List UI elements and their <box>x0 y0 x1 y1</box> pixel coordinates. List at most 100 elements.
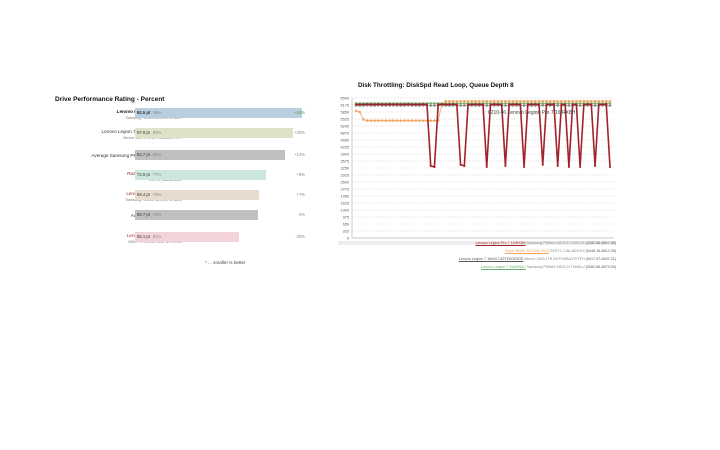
data-point <box>373 103 376 106</box>
data-point <box>519 103 522 106</box>
data-point <box>605 103 608 106</box>
data-point <box>560 99 563 103</box>
data-point <box>608 104 612 107</box>
data-point <box>578 104 582 107</box>
rating-bar <box>135 210 259 220</box>
data-point <box>463 164 466 167</box>
data-point <box>421 119 425 122</box>
data-point <box>541 102 545 105</box>
data-point <box>459 104 462 107</box>
data-point <box>381 103 384 106</box>
data-point <box>414 119 418 122</box>
rating-percent: 77% <box>152 172 162 177</box>
data-point <box>541 104 545 107</box>
rating-percent: 93% <box>152 130 162 135</box>
data-point <box>564 103 567 106</box>
rating-row-sublabel: WDC PC SN730 SDBPNTY-1T00 <box>128 240 182 244</box>
rating-bar <box>135 232 239 242</box>
legend-entry[interactable]: Razer Blade 16 Early 2023 SSSTC CA6-8D10… <box>505 249 616 253</box>
y-tick-label: 3250 <box>341 166 349 170</box>
data-point <box>358 110 362 114</box>
data-point <box>556 99 560 103</box>
data-point <box>504 99 507 103</box>
chart-annotation: 6210.46 Lenovo Legion Pro 7 16IRX8H <box>488 110 576 116</box>
data-point <box>433 102 436 105</box>
data-point <box>552 103 556 106</box>
data-point <box>410 103 414 106</box>
data-point <box>534 103 537 106</box>
data-point <box>366 103 369 106</box>
data-point <box>597 103 600 106</box>
rating-row-sublabel: SSSTC CA6-8D1024 <box>148 178 182 182</box>
data-point <box>354 109 358 113</box>
data-point <box>593 164 597 167</box>
rating-percent: 98% <box>153 110 162 115</box>
data-point <box>406 119 410 122</box>
data-point <box>575 99 578 103</box>
data-point <box>466 99 470 103</box>
data-point <box>489 99 492 103</box>
data-point <box>388 103 391 106</box>
legend-device-link[interactable]: Lenovo Legion 7 16ARHA7 <box>481 265 526 269</box>
rating-row-sublabel: Samsung PM9A1 MZVL21T0HCLR <box>125 116 182 120</box>
data-point <box>410 119 414 122</box>
data-point <box>463 99 466 103</box>
y-tick-label: 975 <box>343 215 349 219</box>
data-point <box>530 99 533 103</box>
legend-entry[interactable]: Lenovo Legion Pro 7 16IRX8H Samsung PM9A… <box>338 241 616 245</box>
data-point <box>444 103 447 106</box>
y-tick-label: 5525 <box>341 117 349 121</box>
rating-points: 55.1 pt <box>137 234 150 239</box>
data-point <box>593 99 597 103</box>
data-point <box>579 165 582 169</box>
data-point <box>522 104 526 107</box>
legend-entry[interactable]: Lenovo Legion 7 16ARHA7 Samsung PM9A1 MZ… <box>481 265 616 269</box>
data-point <box>567 104 571 107</box>
data-point <box>519 99 522 103</box>
rating-bar <box>135 108 302 118</box>
data-point <box>403 119 406 122</box>
rating-delta: -20% <box>295 234 305 239</box>
data-point <box>530 103 533 106</box>
rating-points: 69.4 pt <box>137 192 150 197</box>
data-point <box>522 165 526 169</box>
data-point <box>474 99 477 103</box>
data-point <box>548 99 552 103</box>
data-point <box>463 104 466 107</box>
data-point <box>437 103 440 106</box>
rating-delta: 0% <box>298 212 305 217</box>
data-point <box>418 103 421 106</box>
rating-bar <box>135 190 260 200</box>
data-point <box>463 102 466 105</box>
data-point <box>556 102 560 105</box>
data-point <box>403 103 406 106</box>
legend-stats: (3282.56-6573.50) <box>585 265 616 269</box>
data-point <box>429 164 432 167</box>
data-point <box>571 99 574 103</box>
legend-device-link[interactable]: Razer Blade 16 Early 2023 <box>504 249 549 253</box>
data-point <box>448 99 451 103</box>
data-point <box>369 119 373 122</box>
data-point <box>493 103 496 106</box>
data-point <box>515 99 518 103</box>
rating-delta: +18% <box>294 110 305 115</box>
data-point <box>388 119 391 122</box>
rating-bar <box>135 150 286 160</box>
data-point <box>533 99 537 103</box>
data-point <box>522 99 526 103</box>
data-point <box>433 104 436 107</box>
data-point <box>470 103 473 106</box>
data-point <box>504 104 507 107</box>
y-tick-label: 4225 <box>341 145 349 149</box>
data-point <box>526 99 530 103</box>
data-point <box>601 99 604 103</box>
rating-bar-value: 92.5 pt 98% <box>137 108 162 118</box>
legend-entry[interactable]: Lenovo Legion 7 16IAX7-82TD004SGE Micron… <box>459 257 616 261</box>
data-point <box>567 165 571 169</box>
data-point <box>496 103 500 106</box>
data-point <box>515 103 518 106</box>
data-point <box>556 104 560 107</box>
y-tick-label: 5200 <box>341 124 349 128</box>
legend-device-link[interactable]: Lenovo Legion 7 16IAX7-82TD004SGE <box>458 257 524 261</box>
legend-device-link[interactable]: Lenovo Legion Pro 7 16IRX8H <box>475 241 526 245</box>
